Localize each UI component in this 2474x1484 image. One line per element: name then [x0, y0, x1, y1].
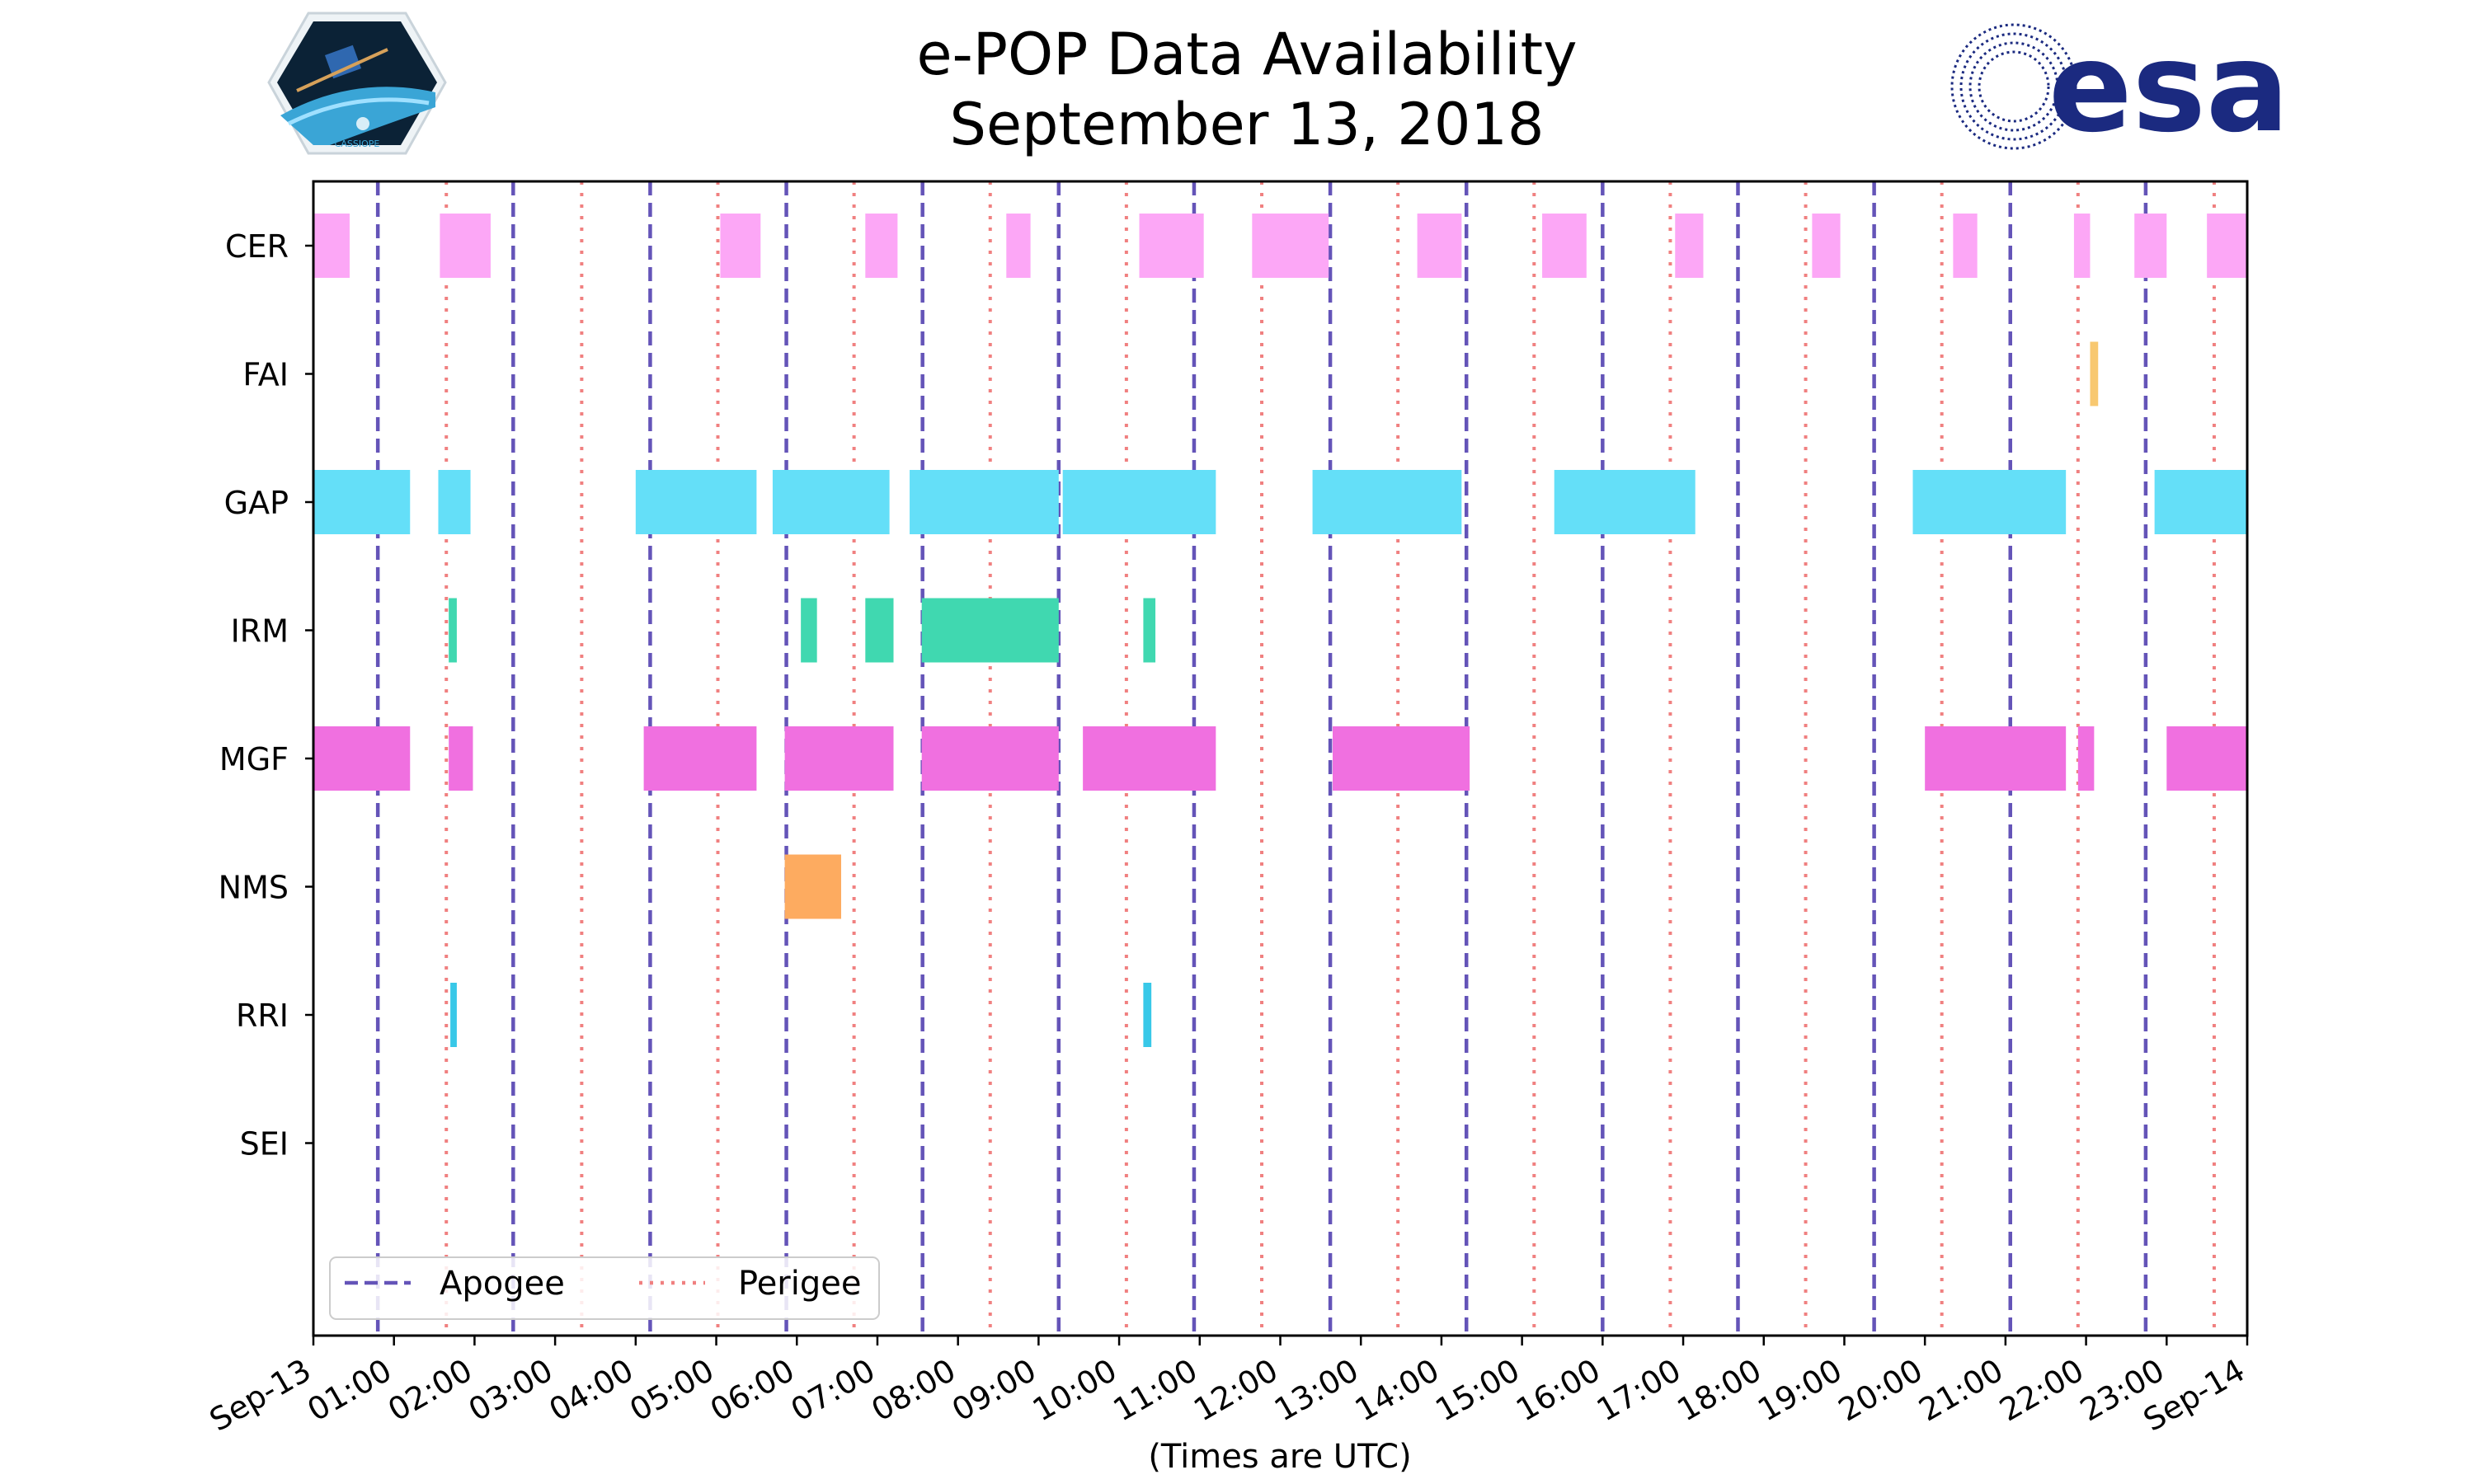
x-tick-label: 17:00: [1591, 1352, 1687, 1429]
bar-mgf: [2166, 726, 2247, 791]
x-tick-label: 18:00: [1671, 1352, 1767, 1429]
y-tick-label-mgf: MGF: [219, 741, 289, 777]
bar-gap: [1312, 470, 1462, 534]
legend-apogee-label: Apogee: [440, 1265, 565, 1303]
legend: Apogee Perigee: [329, 1256, 880, 1320]
availability-bars: [313, 214, 2247, 1047]
x-tick-label: 19:00: [1752, 1352, 1848, 1429]
x-tick-label: 16:00: [1510, 1352, 1606, 1429]
x-axis-label: (Times are UTC): [1148, 1438, 1411, 1476]
bar-rri: [450, 983, 457, 1047]
x-axis: Sep-1301:0002:0003:0004:0005:0006:0007:0…: [204, 1336, 2251, 1439]
y-tick-label-rri: RRI: [236, 998, 289, 1034]
bar-irm: [1143, 598, 1156, 663]
cassiope-logo-text: CASSIOPE: [335, 139, 380, 149]
bar-cer: [1417, 214, 1462, 278]
esa-logo-text: esa: [2048, 16, 2289, 160]
bar-mgf: [449, 726, 473, 791]
bar-mgf: [921, 726, 1059, 791]
x-tick-label: 09:00: [946, 1352, 1042, 1429]
bar-cer: [1812, 214, 1841, 278]
bar-cer: [1953, 214, 1978, 278]
x-tick-label: 07:00: [785, 1352, 882, 1429]
legend-perigee-label: Perigee: [738, 1265, 861, 1303]
x-tick-label: 06:00: [704, 1352, 801, 1429]
x-tick-label: 04:00: [543, 1352, 639, 1429]
x-tick-label: 22:00: [1993, 1352, 2090, 1429]
bar-cer: [1542, 214, 1587, 278]
x-tick-label: 14:00: [1349, 1352, 1446, 1429]
bar-mgf: [313, 726, 411, 791]
bar-gap: [1062, 470, 1216, 534]
bar-cer: [2207, 214, 2247, 278]
bar-cer: [865, 214, 898, 278]
bar-cer: [1675, 214, 1704, 278]
bar-gap: [1912, 470, 2067, 534]
bar-gap: [313, 470, 411, 534]
bar-fai: [2090, 341, 2099, 406]
y-axis: CER FAI GAP IRM MGF NMS RRI SEI: [219, 228, 313, 1162]
x-tick-label: 13:00: [1268, 1352, 1365, 1429]
bar-mgf: [2077, 726, 2095, 791]
x-tick-label: 11:00: [1107, 1352, 1203, 1429]
x-tick-label: 08:00: [865, 1352, 962, 1429]
bar-mgf: [1083, 726, 1216, 791]
y-tick-label-gap: GAP: [224, 485, 289, 521]
bar-cer: [313, 214, 350, 278]
bar-mgf: [1333, 726, 1470, 791]
bar-gap: [1554, 470, 1696, 534]
bar-cer: [1252, 214, 1329, 278]
x-tick-label: 05:00: [623, 1352, 720, 1429]
bar-gap: [438, 470, 471, 534]
x-tick-label: 21:00: [1913, 1352, 2010, 1429]
x-tick-label: 02:00: [382, 1352, 478, 1429]
bar-irm: [865, 598, 894, 663]
bar-gap: [910, 470, 1059, 534]
bar-mgf: [784, 726, 894, 791]
esa-logo: esa: [1950, 16, 2289, 160]
x-tick-label: 10:00: [1027, 1352, 1123, 1429]
y-tick-label-nms: NMS: [219, 870, 289, 906]
bar-mgf: [643, 726, 757, 791]
y-tick-label-fai: FAI: [242, 357, 289, 393]
x-tick-label: 01:00: [301, 1352, 397, 1429]
chart-title: e-POP Data Availability: [916, 21, 1577, 88]
bar-rri: [1143, 983, 1152, 1047]
x-tick-label: 03:00: [463, 1352, 559, 1429]
bar-cer: [2134, 214, 2167, 278]
bar-gap: [2154, 470, 2247, 534]
y-tick-label-sei: SEI: [240, 1126, 289, 1162]
x-tick-label: 15:00: [1429, 1352, 1526, 1429]
x-tick-label: Sep-13: [204, 1352, 317, 1439]
x-tick-label: 20:00: [1832, 1352, 1929, 1429]
bar-irm: [801, 598, 817, 663]
bar-cer: [2073, 214, 2091, 278]
y-tick-label-irm: IRM: [231, 613, 289, 650]
bar-irm: [449, 598, 457, 663]
chart-subtitle: September 13, 2018: [950, 91, 1545, 158]
bar-cer: [440, 214, 491, 278]
bar-nms: [784, 854, 841, 919]
bar-gap: [772, 470, 890, 534]
y-tick-label-cer: CER: [225, 228, 289, 265]
bar-mgf: [1925, 726, 2067, 791]
bar-gap: [635, 470, 757, 534]
legend-box: [329, 1256, 880, 1320]
x-tick-label: 12:00: [1188, 1352, 1284, 1429]
bar-cer: [1139, 214, 1204, 278]
bar-cer: [720, 214, 761, 278]
bar-irm: [921, 598, 1059, 663]
bar-cer: [1006, 214, 1031, 278]
cassiope-logo: CASSIOPE: [267, 12, 447, 155]
